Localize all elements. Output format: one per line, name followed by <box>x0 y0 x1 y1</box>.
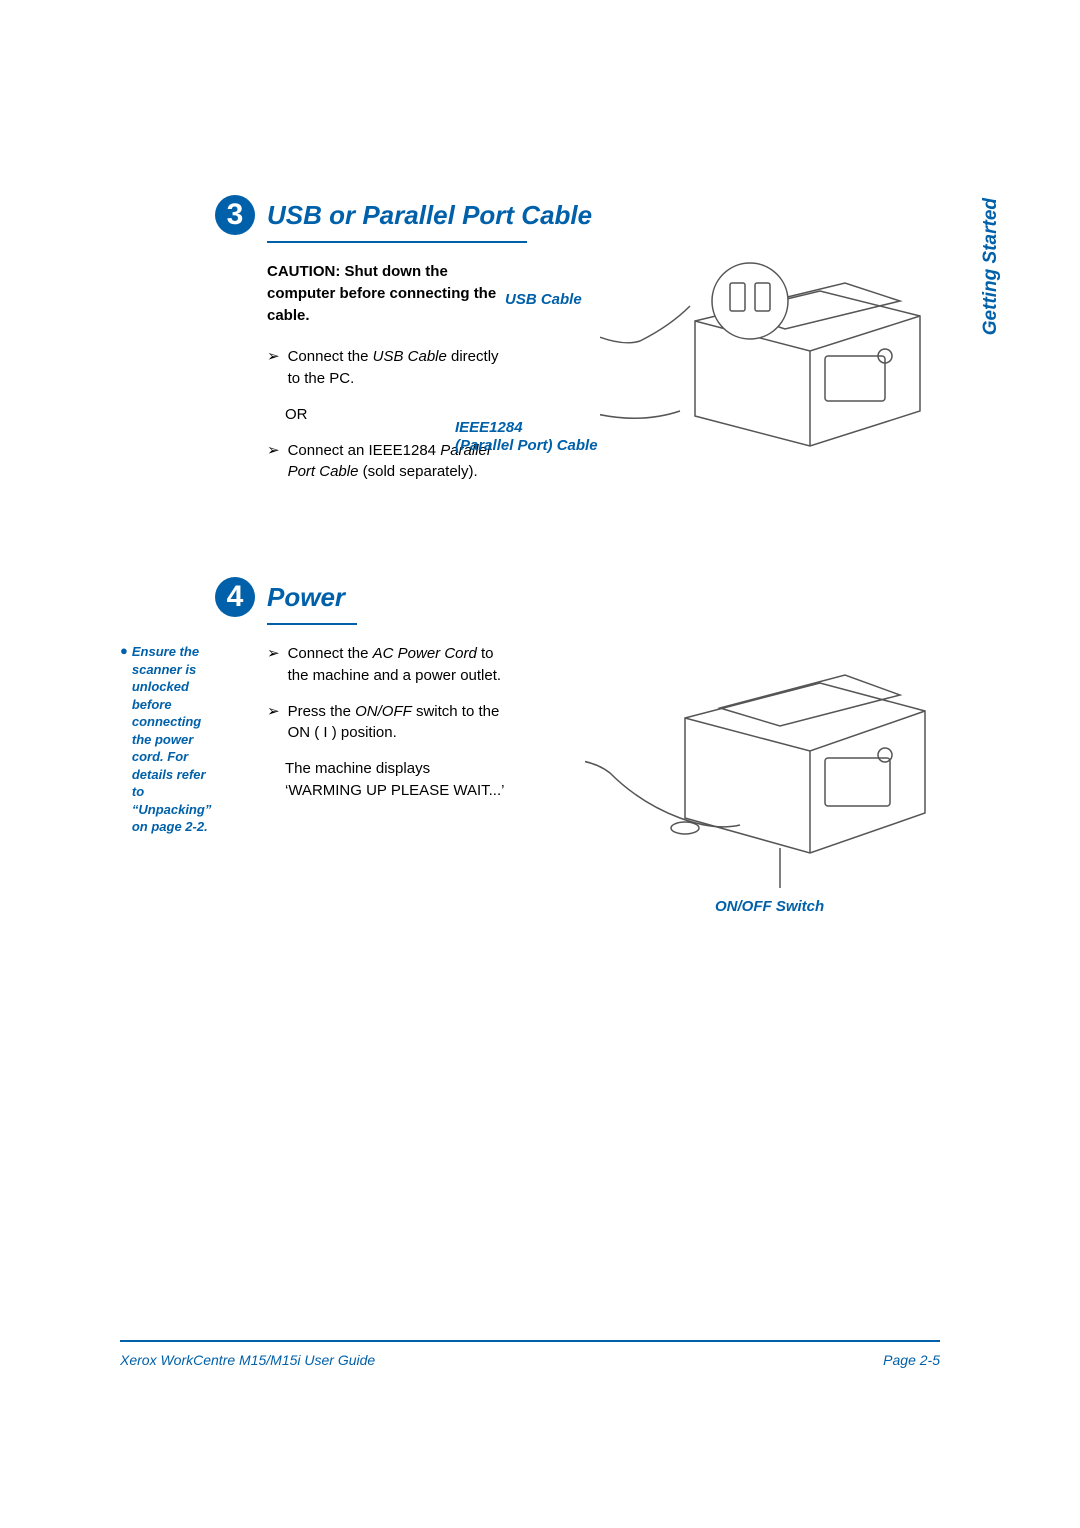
page-footer: Xerox WorkCentre M15/M15i User Guide Pag… <box>120 1352 940 1368</box>
instructions-4: ➢ Connect the AC Power Cord to the machi… <box>215 643 505 836</box>
bullet-icon: ● <box>120 643 128 836</box>
section-3: 3 USB or Parallel Port Cable CAUTION: Sh… <box>120 195 940 497</box>
printer-power-diagram-icon <box>585 653 945 903</box>
instruction-item: ➢ Press the ON/OFF switch to the ON ( I … <box>267 701 505 745</box>
section-title-3: USB or Parallel Port Cable <box>267 200 592 231</box>
instruction-item: ➢ Connect the AC Power Cord to the machi… <box>267 643 505 687</box>
label-usb-cable: USB Cable <box>505 291 582 308</box>
side-tab: Getting Started <box>980 198 1002 335</box>
instruction-item: ➢ Connect the USB Cable directly to the … <box>267 346 505 390</box>
section-4: 4 Power ● Ensure the scanner is unlocked… <box>120 577 940 836</box>
step-badge-3: 3 <box>215 195 255 235</box>
step-badge-4: 4 <box>215 577 255 617</box>
illustration-3: USB Cable IEEE1284 (Parallel Port) Cable <box>505 261 940 497</box>
footer-right: Page 2-5 <box>883 1352 940 1368</box>
illustration-4: ON/OFF Switch <box>505 643 940 836</box>
instructions-3: CAUTION: Shut down the computer before c… <box>215 261 505 497</box>
chevron-icon: ➢ <box>267 440 280 484</box>
chevron-icon: ➢ <box>267 701 280 745</box>
chevron-icon: ➢ <box>267 346 280 390</box>
title-rule-4 <box>267 623 357 625</box>
label-onoff-switch: ON/OFF Switch <box>715 898 824 915</box>
page-content: 3 USB or Parallel Port Cable CAUTION: Sh… <box>120 195 940 916</box>
caution-text: CAUTION: Shut down the computer before c… <box>267 261 505 326</box>
printer-diagram-icon <box>600 261 940 471</box>
footer-left: Xerox WorkCentre M15/M15i User Guide <box>120 1352 375 1368</box>
tail-text: The machine displays ‘WARMING UP PLEASE … <box>285 758 505 802</box>
sidebar-note: ● Ensure the scanner is unlocked before … <box>120 643 215 836</box>
label-ieee-line1: IEEE1284 <box>455 419 523 436</box>
footer-rule <box>120 1340 940 1342</box>
label-ieee-line2: (Parallel Port) Cable <box>455 437 598 454</box>
section-title-4: Power <box>267 582 345 613</box>
chevron-icon: ➢ <box>267 643 280 687</box>
note-text: Ensure the scanner is unlocked before co… <box>132 643 211 836</box>
title-rule-3 <box>267 241 527 243</box>
